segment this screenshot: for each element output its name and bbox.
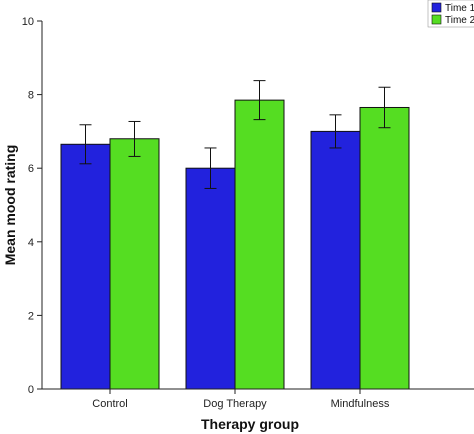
error-bars-layer: [79, 80, 391, 189]
axes: [41, 21, 474, 390]
legend-swatch-time-1: [431, 2, 442, 13]
x-tick-label: Mindfulness: [331, 398, 390, 410]
x-ticks: Control Dog Therapy Mindfulness: [92, 389, 390, 410]
x-axis-title: Therapy group: [201, 416, 299, 432]
y-tick-label: 2: [28, 310, 34, 322]
legend-label-time-2: Time 2: [445, 15, 474, 26]
error-bar-mindfulness-time-2: [378, 86, 391, 129]
y-tick-label: 0: [28, 384, 34, 396]
bar-dog-therapy-time-2: [234, 99, 285, 390]
bars-layer: [60, 99, 410, 390]
error-bar-control-time-1: [79, 124, 92, 165]
bar-control-time-2: [109, 138, 160, 390]
legend-label-time-1: Time 1: [445, 3, 474, 14]
legend: Time 1 Time 2: [427, 0, 474, 28]
error-bar-mindfulness-time-1: [329, 114, 342, 149]
x-tick-label: Dog Therapy: [203, 398, 267, 410]
bar-mindfulness-time-2: [359, 106, 410, 390]
bar-dog-therapy-time-1: [185, 167, 236, 390]
x-tick-label: Control: [92, 398, 127, 410]
error-bar-dog-therapy-time-1: [204, 147, 217, 189]
legend-swatch-time-2: [431, 14, 442, 25]
bar-control-time-1: [60, 143, 111, 390]
error-bar-dog-therapy-time-2: [253, 80, 266, 121]
y-axis-title: Mean mood rating: [2, 145, 18, 266]
y-tick-label: 4: [28, 237, 34, 249]
bar-mindfulness-time-1: [310, 130, 361, 390]
error-bar-control-time-2: [128, 120, 141, 157]
y-tick-label: 6: [28, 163, 34, 175]
y-tick-label: 10: [22, 16, 34, 28]
y-ticks: 0 2 4 6 8 10: [22, 16, 42, 396]
y-tick-label: 8: [28, 90, 34, 102]
